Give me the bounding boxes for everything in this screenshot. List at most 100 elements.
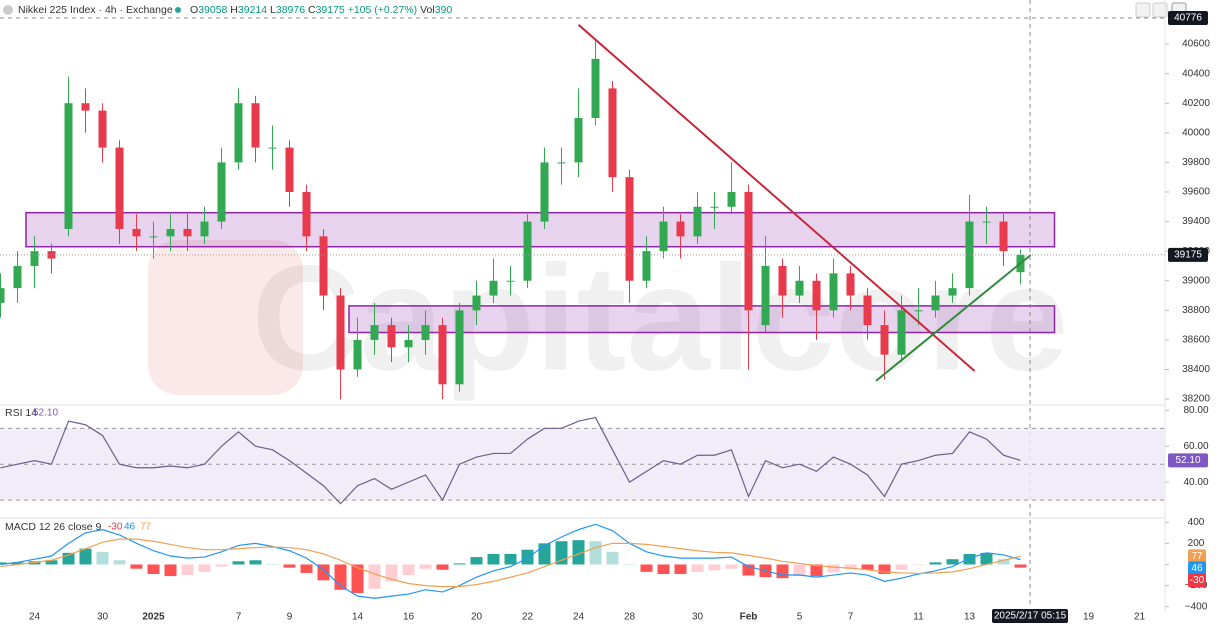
candle-body bbox=[98, 110, 107, 148]
macd-histogram-bar bbox=[300, 564, 313, 573]
macd-histogram-bar bbox=[555, 541, 568, 565]
candle-body bbox=[387, 325, 396, 348]
macd-histogram-bar bbox=[725, 564, 738, 569]
candle-body bbox=[982, 221, 991, 223]
volume: 390 bbox=[435, 4, 453, 16]
volume-label: Vol bbox=[420, 4, 435, 16]
candle-body bbox=[540, 162, 549, 222]
trend-line bbox=[875, 254, 1032, 382]
candle-body bbox=[81, 103, 90, 111]
macd-histogram-bar bbox=[810, 564, 823, 577]
candle-body bbox=[727, 191, 736, 207]
macd-histogram-bar bbox=[232, 561, 245, 565]
macd-histogram-bar bbox=[742, 564, 755, 576]
candle-body bbox=[268, 147, 277, 149]
y-tick-label: 40400 bbox=[1182, 68, 1210, 79]
macd-histogram-bar bbox=[606, 551, 619, 565]
ohlc-label: L bbox=[270, 4, 276, 16]
macd-histogram-bar bbox=[419, 564, 432, 569]
chart-title: Nikkei 225 Index · 4h · Exchange bbox=[18, 4, 173, 16]
macd-histogram-bar bbox=[929, 562, 942, 565]
rsi-last-label: 52.10 bbox=[1175, 455, 1200, 466]
candle-body bbox=[115, 147, 124, 229]
macd-line bbox=[0, 523, 1021, 599]
macd-histogram-bar bbox=[776, 564, 789, 579]
candle-body bbox=[676, 221, 685, 237]
candle-body bbox=[166, 228, 175, 237]
last-price-label-bg bbox=[1168, 247, 1208, 262]
candle-body bbox=[183, 228, 192, 237]
candle-body bbox=[761, 265, 770, 326]
candle-body bbox=[931, 295, 940, 311]
candle-body bbox=[370, 325, 379, 340]
candle-body bbox=[608, 88, 617, 178]
macd-histogram-bar bbox=[963, 553, 976, 565]
macd-histogram-bar bbox=[640, 564, 653, 572]
y-tick-label: 38800 bbox=[1182, 305, 1210, 316]
candle-body bbox=[625, 177, 634, 281]
rsi-line bbox=[0, 416, 1021, 505]
ohlc-label: O bbox=[190, 4, 198, 16]
x-tick-label: 19 bbox=[1083, 612, 1095, 623]
macd-histogram-bar bbox=[521, 549, 534, 565]
candle-body bbox=[642, 251, 651, 281]
status-dot bbox=[175, 7, 181, 13]
x-tick-label: 28 bbox=[624, 612, 636, 623]
down-button[interactable] bbox=[1135, 2, 1151, 18]
candle-body bbox=[778, 265, 787, 296]
x-tick-label: Feb bbox=[740, 612, 758, 623]
macd-histogram-bar bbox=[266, 563, 279, 565]
candle-body bbox=[217, 162, 226, 222]
candle-body bbox=[455, 310, 464, 385]
zone bbox=[25, 211, 1056, 248]
candle-body bbox=[897, 310, 906, 355]
candle-body bbox=[234, 103, 243, 163]
candle-body bbox=[506, 280, 515, 282]
macd-histogram-bar bbox=[572, 540, 585, 565]
candle-body bbox=[523, 221, 532, 281]
x-tick-label: 9 bbox=[287, 612, 293, 623]
rsi-header-value: 52.10 bbox=[33, 408, 58, 419]
candle-body bbox=[0, 288, 5, 303]
macd-histogram-bar bbox=[657, 564, 670, 574]
y-tick-label: 200 bbox=[1188, 538, 1205, 549]
candle-body bbox=[948, 288, 957, 296]
last-price-label: 39175 bbox=[1174, 249, 1202, 260]
macd-histogram-bar bbox=[793, 564, 806, 577]
macd-histogram-bar bbox=[504, 553, 517, 565]
change: +105 (+0.27%) bbox=[348, 4, 417, 16]
x-tick-label: 14 bbox=[352, 612, 364, 623]
y-tick-label: 60.00 bbox=[1183, 441, 1208, 452]
x-tick-label: 7 bbox=[848, 612, 854, 623]
macd-histogram-bar bbox=[164, 564, 177, 577]
y-tick-label: −400 bbox=[1185, 601, 1208, 612]
macd-histogram-bar bbox=[11, 562, 24, 565]
ohlc-legend: O39058 H39214 L38976 C39175 +105 (+0.27%… bbox=[190, 4, 452, 16]
macd-histogram-bar bbox=[113, 560, 126, 565]
macd-histogram-bar bbox=[181, 564, 194, 576]
y-tick-label: 39400 bbox=[1182, 216, 1210, 227]
y-tick-label: 40000 bbox=[1182, 127, 1210, 138]
watermark-logo bbox=[148, 240, 303, 395]
candle-body bbox=[829, 273, 838, 311]
symbol-icon[interactable] bbox=[3, 5, 13, 15]
macd-histogram-bar bbox=[861, 564, 874, 570]
close-button[interactable] bbox=[1152, 2, 1168, 18]
candle-body bbox=[795, 280, 804, 296]
macd-last-label-bg bbox=[1188, 549, 1206, 564]
y-tick-label: 40.00 bbox=[1183, 477, 1208, 488]
macd-histogram-bar bbox=[317, 564, 330, 581]
candle-body bbox=[710, 206, 719, 208]
macd-histogram-bar bbox=[691, 564, 704, 572]
macd-histogram-bar bbox=[912, 564, 925, 565]
zone bbox=[348, 305, 1056, 334]
candle-body bbox=[472, 295, 481, 311]
macd-histogram-bar bbox=[895, 564, 908, 570]
macd-histogram-bar bbox=[487, 553, 500, 565]
candle-body bbox=[13, 265, 22, 289]
candle-body bbox=[659, 221, 668, 252]
rsi-title: RSI 14 bbox=[5, 407, 37, 419]
macd-histogram-bar bbox=[997, 559, 1010, 565]
